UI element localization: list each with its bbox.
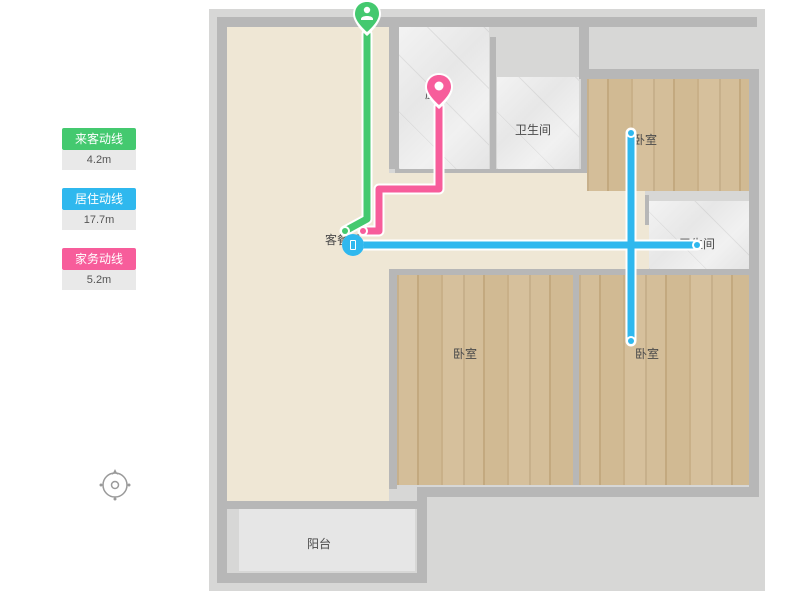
label-bed-br: 卧室	[635, 345, 659, 362]
living-start-icon	[342, 234, 364, 256]
path-endcap	[626, 128, 636, 138]
legend-item-living: 居住动线 17.7m	[62, 188, 136, 230]
legend-label: 家务动线	[62, 248, 136, 270]
legend-label: 来客动线	[62, 128, 136, 150]
label-bed-top: 卧室	[633, 131, 657, 148]
legend-value: 17.7m	[62, 210, 136, 230]
legend-label: 居住动线	[62, 188, 136, 210]
legend-item-chore: 家务动线 5.2m	[62, 248, 136, 290]
legend-value: 5.2m	[62, 270, 136, 290]
kitchen-pin-icon	[425, 73, 453, 109]
path-endcap	[626, 336, 636, 346]
legend: 来客动线 4.2m 居住动线 17.7m 家务动线 5.2m	[62, 128, 136, 308]
compass-icon	[96, 466, 134, 504]
label-bath1: 卫生间	[515, 121, 551, 138]
room-bed-top	[587, 79, 749, 191]
path-endcap	[358, 226, 368, 236]
label-balcony: 阳台	[307, 535, 331, 552]
room-bed-bl	[397, 275, 573, 485]
room-bed-br	[579, 275, 749, 485]
person-pin-icon	[353, 0, 381, 36]
label-bed-bl: 卧室	[453, 345, 477, 362]
legend-value: 4.2m	[62, 150, 136, 170]
room-living	[227, 27, 389, 501]
path-endcap	[692, 240, 702, 250]
floorplan: 客餐厅 厨房 卫生间 卫生间 卧室 卧室 卧室 阳台	[209, 9, 765, 591]
legend-item-guest: 来客动线 4.2m	[62, 128, 136, 170]
